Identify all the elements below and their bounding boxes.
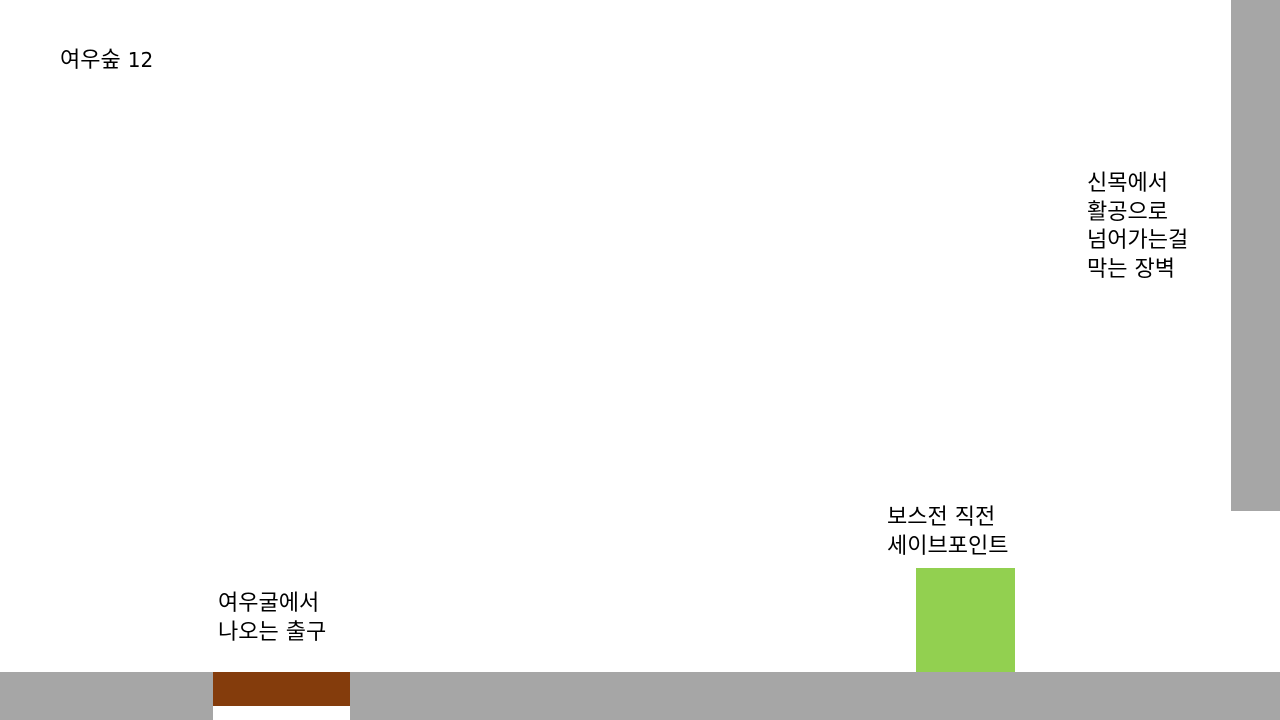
save-point-note-line: 보스전 직전 bbox=[887, 505, 996, 530]
barrier-wall-note: 신목에서 활공으로 넘어가는걸 막는 장벽 bbox=[1087, 170, 1188, 284]
ground-left bbox=[0, 672, 213, 720]
ground-right bbox=[350, 672, 1280, 720]
cave-exit-note-line: 여우굴에서 bbox=[218, 591, 320, 616]
barrier-wall-note-line: 넘어가는걸 bbox=[1087, 228, 1189, 253]
barrier-wall-note-line: 활공으로 bbox=[1087, 199, 1168, 225]
right-barrier-wall bbox=[1231, 0, 1280, 511]
level-name: 여우숲 bbox=[60, 48, 121, 73]
save-point-block bbox=[916, 568, 1015, 672]
cave-exit-note-line: 나오는 출구 bbox=[218, 619, 327, 645]
save-point-note-line: 세이브포인트 bbox=[887, 533, 1009, 559]
barrier-wall-note-line: 막는 장벽 bbox=[1087, 256, 1175, 282]
cave-exit-note: 여우굴에서 나오는 출구 bbox=[218, 590, 326, 647]
level-number: 12 bbox=[127, 48, 154, 72]
save-point-note: 보스전 직전 세이브포인트 bbox=[887, 504, 1008, 561]
level-title: 여우숲 12 bbox=[60, 44, 153, 77]
cave-exit-block bbox=[213, 672, 350, 706]
barrier-wall-note-line: 신목에서 bbox=[1087, 171, 1168, 196]
